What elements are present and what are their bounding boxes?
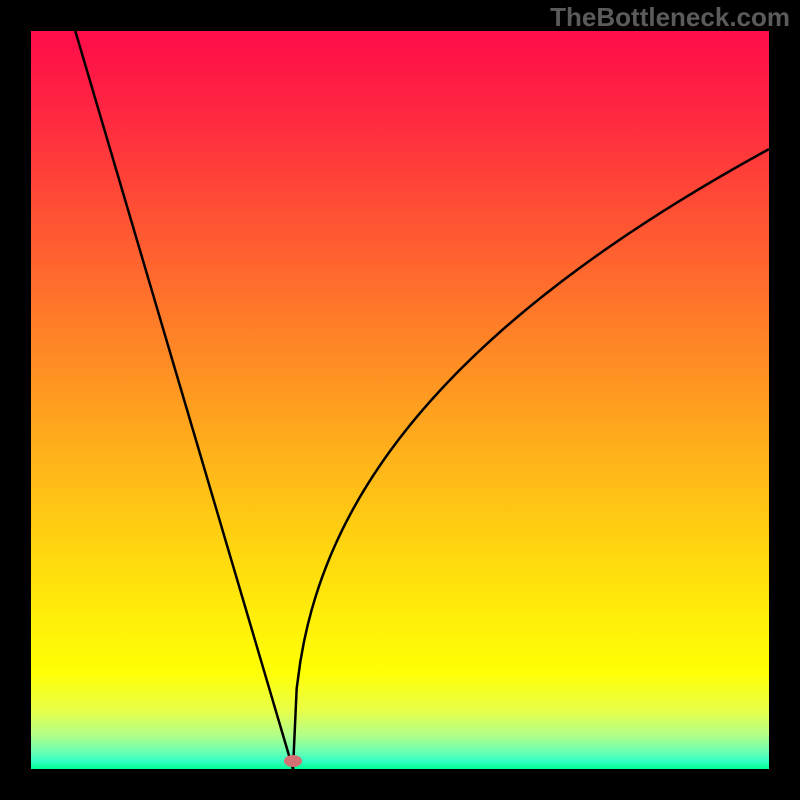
minimum-marker [284,755,302,767]
bottleneck-curve [75,31,769,769]
watermark-text: TheBottleneck.com [550,2,790,33]
curve-layer [31,31,769,769]
plot-area [31,31,769,769]
chart-container: TheBottleneck.com [0,0,800,800]
